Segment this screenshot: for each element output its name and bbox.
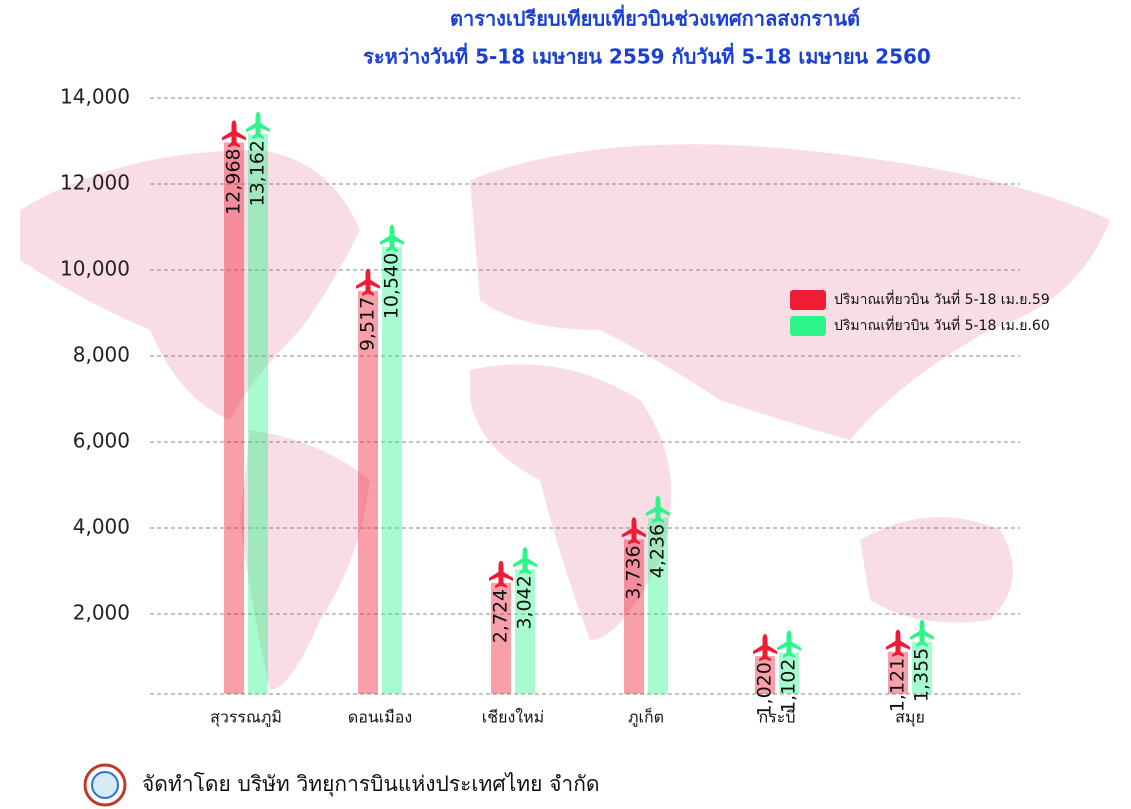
- chart-subtitle: ระหว่างวันที่ 5-18 เมษายน 2559 กับวันที่…: [363, 42, 931, 69]
- x-tick-label: ภูเก็ต: [628, 707, 664, 728]
- value-label: 1,020: [754, 662, 776, 716]
- plane-icon: [380, 224, 404, 252]
- bar: [248, 134, 268, 694]
- logo-inner: [91, 771, 119, 799]
- plane-icon: [622, 517, 646, 545]
- legend-label: ปริมาณเที่ยวบิน วันที่ 5-18 เม.ย.60: [834, 316, 1050, 334]
- x-tick-label: กระบี่: [758, 706, 795, 727]
- plane-icon: [489, 560, 513, 588]
- bar: [382, 246, 402, 694]
- value-label: 3,042: [514, 575, 536, 629]
- value-label: 1,102: [778, 659, 800, 713]
- legend-swatch: [790, 290, 826, 310]
- value-label: 1,355: [911, 648, 933, 702]
- x-tick-label: เชียงใหม่: [482, 708, 544, 727]
- y-tick-label: 6,000: [73, 429, 130, 453]
- chart-title: ตารางเปรียบเทียบเที่ยวบินช่วงเทศกาลสงกรา…: [450, 4, 860, 31]
- bar: [358, 290, 378, 694]
- plane-icon: [910, 619, 934, 647]
- legend-swatch: [790, 316, 826, 336]
- bar: [624, 539, 644, 694]
- bar: [224, 142, 244, 695]
- x-tick-label: ดอนเมือง: [348, 708, 412, 727]
- bar: [515, 569, 535, 694]
- plane-icon: [886, 629, 910, 657]
- value-label: 4,236: [647, 524, 669, 578]
- value-label: 12,968: [223, 148, 245, 214]
- footer: จัดทำโดย บริษัท วิทยุการบินแห่งประเทศไทย…: [83, 763, 600, 807]
- value-label: 9,517: [357, 297, 379, 351]
- bar: [491, 582, 511, 694]
- bar: [755, 656, 775, 694]
- footer-text: จัดทำโดย บริษัท วิทยุการบินแห่งประเทศไทย…: [142, 772, 600, 797]
- value-label: 1,121: [887, 658, 909, 712]
- y-tick-label: 4,000: [73, 515, 130, 539]
- value-label: 2,724: [490, 589, 512, 643]
- plane-icon: [356, 268, 380, 296]
- bar: [888, 651, 908, 694]
- plane-icon: [777, 630, 801, 658]
- y-tick-label: 12,000: [60, 171, 130, 195]
- plane-icon: [646, 495, 670, 523]
- x-tick-label: สุวรรณภูมิ: [210, 708, 282, 728]
- plane-icon: [753, 634, 777, 662]
- value-label: 3,736: [623, 545, 645, 599]
- plane-icon: [513, 547, 537, 575]
- legend-label: ปริมาณเที่ยวบิน วันที่ 5-18 เม.ย.59: [834, 290, 1050, 308]
- value-label: 13,162: [247, 140, 269, 206]
- value-label: 10,540: [381, 253, 403, 319]
- plane-icon: [222, 120, 246, 148]
- bar: [912, 641, 932, 694]
- y-tick-label: 2,000: [73, 601, 130, 625]
- y-tick-label: 8,000: [73, 343, 130, 367]
- bar: [648, 517, 668, 694]
- y-tick-label: 14,000: [60, 85, 130, 109]
- bar: [779, 652, 799, 694]
- y-tick-label: 10,000: [60, 257, 130, 281]
- plane-icon: [246, 112, 270, 140]
- x-tick-label: สมุย: [895, 708, 925, 728]
- world-map-background: [20, 144, 1110, 690]
